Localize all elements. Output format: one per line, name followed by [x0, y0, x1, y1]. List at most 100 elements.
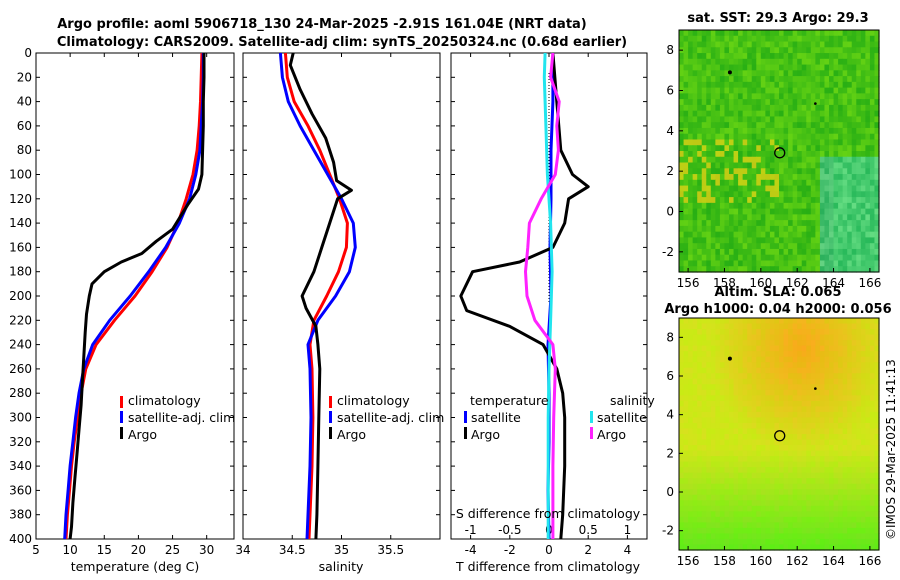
map-cell — [738, 356, 744, 363]
map-cell — [742, 450, 748, 457]
map-cell — [851, 64, 857, 71]
map-cell — [810, 417, 816, 424]
map-cell — [869, 243, 876, 250]
map-cell — [806, 411, 812, 419]
map-cell — [683, 237, 689, 244]
map-cell — [842, 345, 848, 352]
map-cell — [829, 461, 835, 468]
map-cell — [838, 93, 844, 100]
map-cell — [824, 340, 830, 347]
map-cell — [733, 41, 739, 48]
map-cell — [815, 122, 821, 129]
map-cell — [819, 323, 826, 330]
map-cell — [774, 53, 780, 60]
map-cell — [769, 522, 776, 529]
map-cell — [851, 384, 857, 391]
x-tick-label: 162 — [786, 276, 809, 290]
map-cell — [688, 318, 694, 325]
map-cell — [738, 329, 744, 336]
map-cell — [738, 434, 744, 441]
map-cell — [738, 522, 744, 529]
map-cell — [692, 378, 698, 385]
map-cell — [801, 254, 807, 262]
map-cell — [751, 456, 757, 463]
map-cell — [692, 179, 698, 187]
map-cell — [824, 456, 830, 463]
map-cell — [797, 505, 803, 512]
map-cell — [738, 516, 744, 523]
map-cell — [742, 99, 748, 106]
legend-label-satellite: satellite-adj. clim — [337, 410, 444, 425]
map-cell — [710, 93, 716, 100]
map-cell — [733, 87, 739, 94]
map-cell — [815, 139, 821, 146]
map-cell — [829, 248, 835, 256]
map-cell — [683, 500, 689, 507]
map-cell — [697, 93, 703, 100]
map-cell — [833, 450, 839, 457]
tdiff-xlabel: T difference from climatology — [455, 559, 641, 574]
map-cell — [810, 329, 816, 336]
map-cell — [860, 445, 866, 452]
map-cell — [738, 127, 744, 135]
map-cell — [874, 467, 880, 474]
map-cell — [792, 456, 798, 463]
map-cell — [724, 406, 730, 413]
map-cell — [692, 516, 698, 523]
map-cell — [810, 156, 816, 164]
map-cell — [747, 351, 753, 358]
map-cell — [783, 127, 789, 135]
map-cell — [829, 266, 835, 273]
map-cell — [869, 318, 876, 325]
legend-label-argo: Argo — [128, 427, 157, 442]
map-cell — [715, 384, 721, 391]
map-cell — [733, 400, 739, 407]
map-cell — [865, 445, 871, 452]
map-cell — [688, 461, 694, 468]
map-cell — [683, 395, 689, 402]
map-cell — [774, 483, 780, 490]
map-cell — [701, 362, 707, 369]
map-cell — [851, 400, 857, 407]
map-cell — [719, 522, 726, 529]
map-cell — [692, 127, 698, 135]
map-cell — [760, 483, 766, 490]
map-cell — [774, 110, 780, 118]
map-cell — [688, 197, 694, 204]
map-cell — [806, 116, 812, 123]
map-cell — [847, 494, 853, 501]
map-cell — [792, 260, 798, 267]
map-cell — [851, 191, 857, 198]
map-cell — [697, 81, 703, 89]
y-tick-label: 4 — [666, 124, 674, 138]
map-cell — [706, 351, 712, 358]
map-cell — [683, 378, 689, 385]
map-cell — [824, 505, 830, 512]
map-cell — [733, 340, 739, 347]
map-cell — [851, 434, 857, 441]
map-cell — [765, 411, 771, 419]
map-cell — [756, 367, 762, 374]
map-cell — [847, 384, 853, 391]
map-cell — [792, 208, 798, 215]
map-cell — [779, 500, 785, 507]
map-cell — [779, 116, 785, 123]
map-cell — [829, 434, 835, 441]
map-cell — [833, 389, 839, 396]
map-cell — [697, 70, 703, 77]
y-tick-label: 6 — [666, 84, 674, 98]
map-cell — [797, 145, 803, 152]
map-cell — [829, 197, 835, 204]
map-cell — [715, 225, 721, 233]
map-cell — [783, 64, 789, 71]
map-cell — [806, 527, 812, 535]
map-cell — [865, 220, 871, 227]
map-cell — [742, 378, 748, 385]
map-cell — [824, 139, 830, 146]
map-cell — [706, 64, 712, 71]
map-cell — [742, 116, 748, 123]
map-cell — [869, 516, 876, 523]
map-cell — [765, 208, 771, 215]
map-cell — [683, 139, 689, 146]
map-cell — [783, 185, 789, 192]
